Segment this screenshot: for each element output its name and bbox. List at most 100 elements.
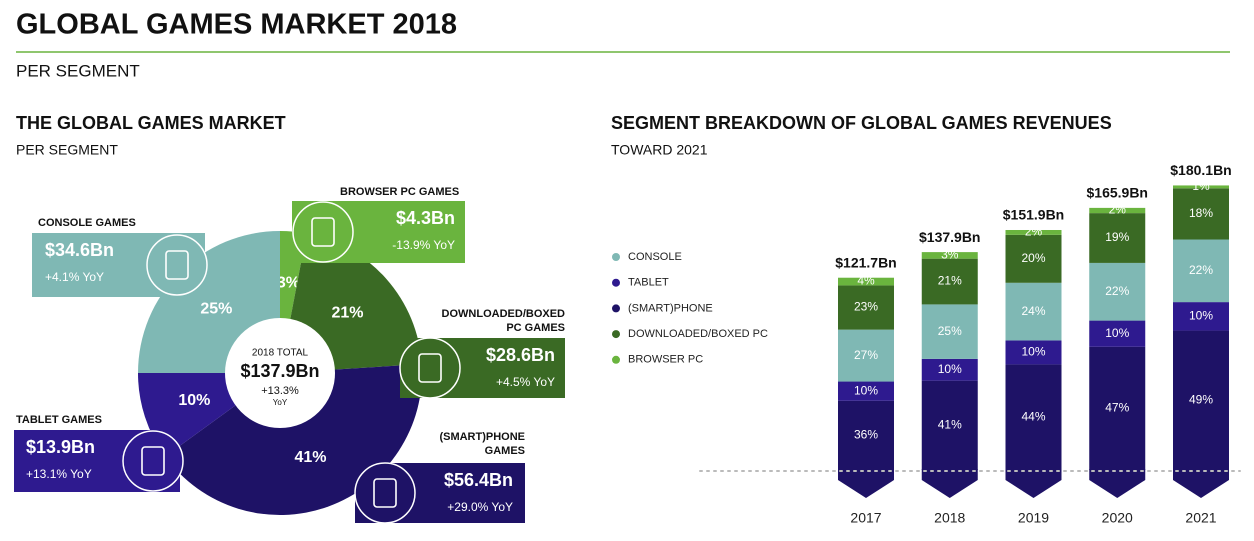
bar-segment: [1173, 188, 1229, 240]
legend-swatch: [612, 330, 620, 339]
callout-icon: [141, 446, 165, 476]
slice-label: 21%: [331, 305, 363, 322]
segment-label: 49%: [1189, 392, 1213, 406]
legend-swatch: [612, 304, 620, 313]
segment-label: 18%: [1189, 206, 1213, 220]
legend-label: DOWNLOADED/BOXED PC: [628, 328, 768, 340]
segment-label: 3%: [941, 248, 959, 262]
callout-growth: +4.1% YoY: [45, 270, 104, 284]
callout-revenue: $34.6Bn: [45, 240, 114, 260]
x-tick-label: 2017: [850, 510, 881, 526]
center-disc: [225, 318, 335, 428]
x-tick-label: 2018: [934, 510, 965, 526]
callout-label: DOWNLOADED/BOXED PC GAMES: [441, 308, 565, 334]
bar-segment: [1173, 239, 1229, 303]
callout-revenue: $28.6Bn: [486, 345, 555, 365]
legend-swatch: [612, 355, 620, 364]
chart-title: SEGMENT BREAKDOWN OF GLOBAL GAMES REVENU…: [611, 113, 1112, 133]
bar-tip: [838, 469, 894, 498]
callout-label: TABLET GAMES: [16, 414, 102, 426]
callout-icon: [418, 353, 442, 383]
callout-revenue: $4.3Bn: [396, 208, 455, 228]
page-title: GLOBAL GAMES MARKET 2018: [16, 9, 457, 41]
callout-label: (SMART)PHONE GAMES: [439, 431, 525, 457]
segment-label: 41%: [938, 418, 962, 432]
slice-label: 25%: [200, 301, 232, 318]
slice-label: 10%: [178, 392, 210, 409]
callout-icon-disc: [292, 201, 354, 263]
bar-segment: [921, 258, 978, 305]
segment-label: 1%: [1192, 179, 1210, 193]
chart-title: THE GLOBAL GAMES MARKET: [16, 113, 286, 133]
bar-segment: [1089, 207, 1146, 214]
segment-label: 10%: [938, 362, 962, 376]
segment-label: 4%: [857, 274, 875, 288]
segment-label: 10%: [1021, 345, 1045, 359]
callout-revenue: $13.9Bn: [26, 437, 95, 457]
bar-segment: [1005, 234, 1062, 283]
legend-label: BROWSER PC: [628, 354, 703, 366]
segment-label: 2%: [1025, 225, 1043, 239]
bar-segment: [838, 381, 894, 401]
bar-segment: [921, 252, 978, 259]
legend-label: (SMART)PHONE: [628, 302, 713, 314]
callout-icon-disc: [354, 462, 416, 524]
segment-label: 22%: [1105, 284, 1129, 298]
center-growth: +13.3%: [261, 385, 299, 397]
segment-label: 44%: [1021, 409, 1045, 423]
callout-revenue: $56.4Bn: [444, 470, 513, 490]
bar-segment: [1173, 330, 1229, 470]
segment-label: 36%: [854, 428, 878, 442]
legend-swatch: [612, 253, 620, 261]
bar-segment: [838, 285, 894, 330]
slice-label: 3%: [277, 275, 300, 292]
bar-total-label: $151.9Bn: [1003, 207, 1064, 223]
callout-growth: -13.9% YoY: [392, 238, 455, 252]
bar-segment: [921, 380, 978, 470]
bar-segment: [1005, 282, 1062, 341]
segment-label: 20%: [1021, 251, 1045, 265]
bar-segment: [838, 400, 894, 470]
callout-growth: +29.0% YoY: [447, 500, 513, 514]
callout-label: BROWSER PC GAMES: [340, 186, 460, 198]
bar-total-label: $121.7Bn: [835, 254, 896, 270]
segment-label: 47%: [1105, 401, 1129, 415]
bar-total-label: $180.1Bn: [1170, 162, 1231, 178]
callout-icon-disc: [146, 234, 208, 296]
bar-tip: [921, 469, 978, 498]
segment-label: 23%: [854, 300, 878, 314]
callout-icon: [373, 478, 397, 508]
bar-segment: [1173, 302, 1229, 331]
x-tick-label: 2021: [1185, 510, 1216, 526]
bar-segment: [1173, 185, 1229, 189]
bar-segment: [838, 277, 894, 286]
callout-icon: [165, 250, 189, 280]
legend-swatch: [612, 278, 620, 287]
center-label: 2018 TOTAL: [252, 348, 309, 359]
legend-label: TABLET: [628, 277, 669, 289]
bar-tip: [1173, 469, 1229, 498]
bar-total-label: $165.9Bn: [1087, 185, 1148, 201]
legend-label: CONSOLE: [628, 251, 682, 263]
bar-segment: [1005, 340, 1062, 365]
x-tick-label: 2019: [1018, 510, 1049, 526]
bar-segment: [1089, 346, 1146, 470]
segment-label: 10%: [1105, 326, 1129, 340]
bar-tip: [1089, 469, 1146, 498]
segment-label: 21%: [938, 274, 962, 288]
segment-label: 25%: [938, 324, 962, 338]
chart-subtitle: TOWARD 2021: [611, 142, 708, 158]
callout-growth: +4.5% YoY: [496, 375, 555, 389]
bar-segment: [838, 329, 894, 382]
bar-segment: [1005, 229, 1062, 235]
segment-label: 2%: [1109, 203, 1127, 217]
bar-segment: [1089, 320, 1146, 347]
page-subtitle: PER SEGMENT: [16, 61, 140, 80]
center-value: $137.9Bn: [240, 361, 319, 381]
bar-segment: [921, 358, 978, 381]
slice-label: 41%: [294, 449, 326, 466]
segment-label: 10%: [854, 383, 878, 397]
x-tick-label: 2020: [1102, 510, 1133, 526]
bar-total-label: $137.9Bn: [919, 229, 980, 245]
